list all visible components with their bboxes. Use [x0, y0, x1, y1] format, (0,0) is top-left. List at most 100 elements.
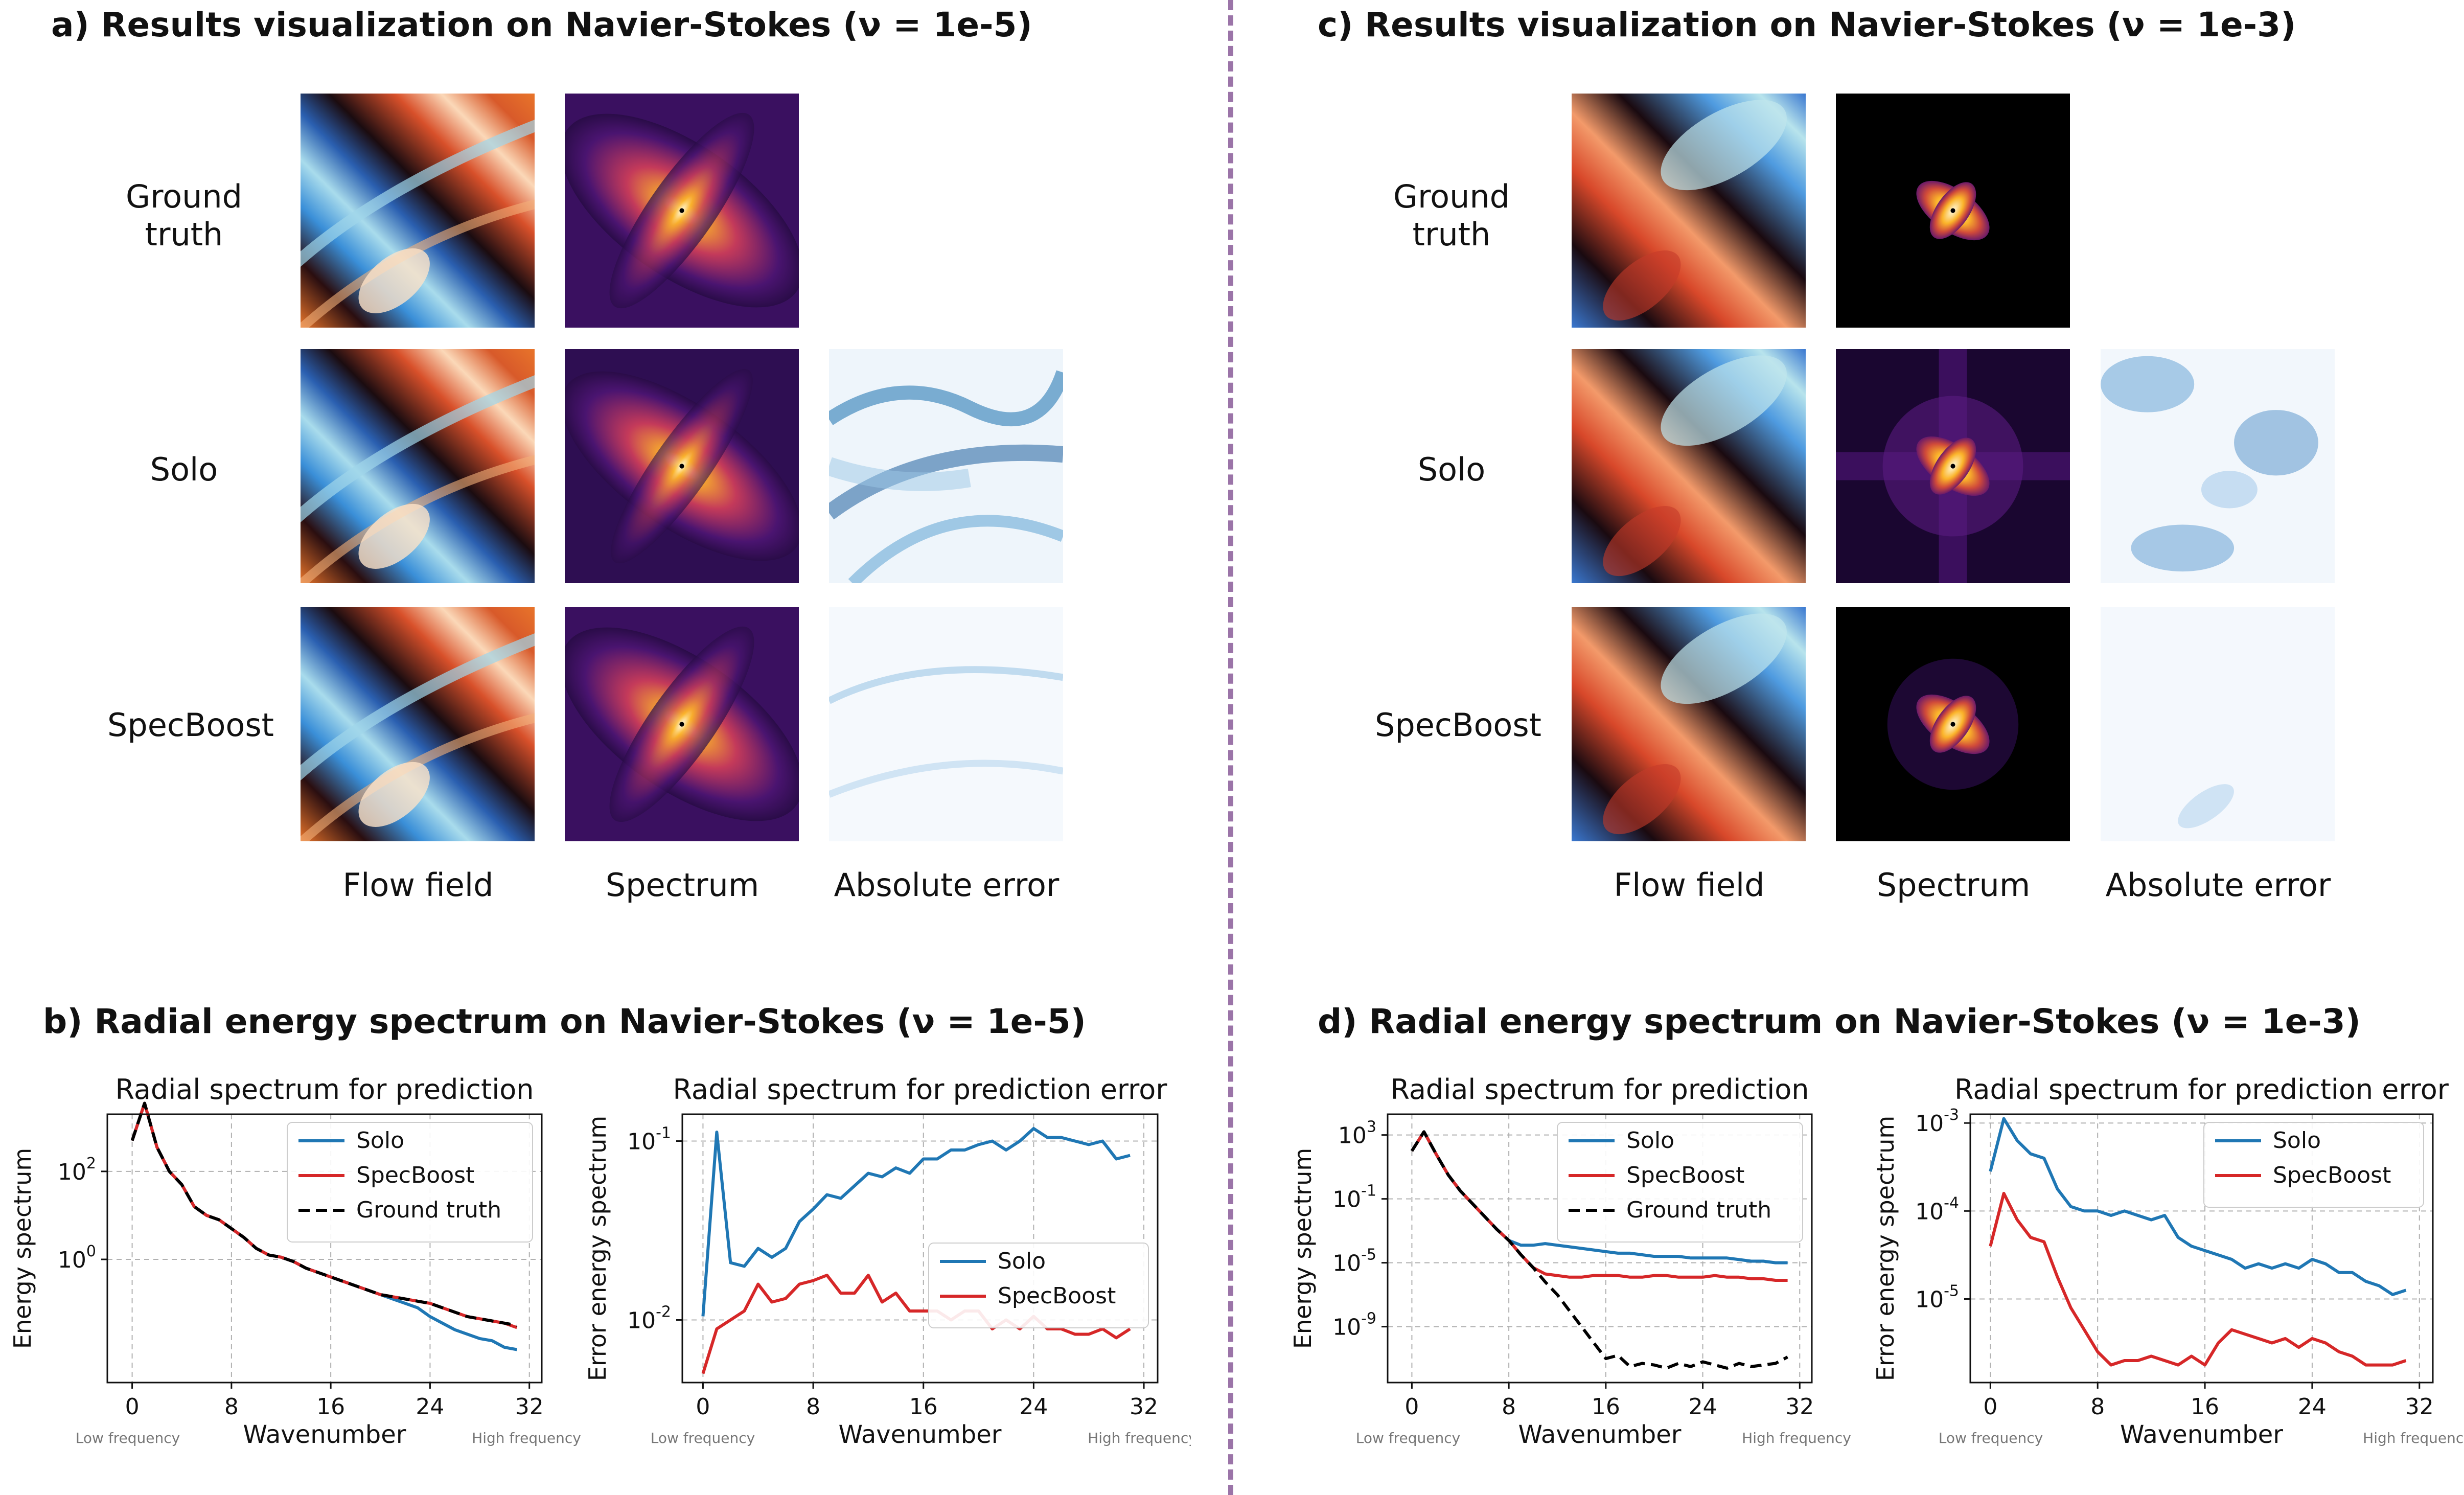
low-frequency-label: Low frequency — [1356, 1430, 1460, 1446]
y-tick-label: 10-5 — [1332, 1246, 1376, 1277]
legend-label: Solo — [998, 1248, 1046, 1274]
legend-box — [1557, 1122, 1803, 1243]
row-label-solo-a: Solo — [150, 451, 218, 488]
x-tick-label: 8 — [2090, 1394, 2105, 1420]
x-axis-label: Wavenumber — [838, 1420, 1001, 1449]
x-axis-label: Wavenumber — [1518, 1420, 1681, 1449]
panel-b-title: b) Radial energy spectrum on Navier-Stok… — [43, 1002, 1086, 1041]
row-label-solo-c: Solo — [1417, 451, 1486, 488]
col-label-abs-error-a: Absolute error — [834, 866, 1060, 904]
series-line-solo — [1989, 1117, 2407, 1296]
chart-title: Radial spectrum for prediction — [116, 1073, 534, 1106]
y-tick-label: 10-9 — [1332, 1310, 1376, 1341]
plot-frame — [1969, 1113, 2434, 1384]
abs-error-solo-a — [829, 349, 1063, 583]
flow-field-ground-truth-a — [301, 94, 535, 328]
low-frequency-label: Low frequency — [76, 1430, 180, 1446]
x-tick-label: 8 — [224, 1394, 239, 1420]
y-tick-label: 10-4 — [1915, 1194, 1959, 1225]
legend-label: Ground truth — [1626, 1197, 1771, 1223]
row-label-ground-truth-a: Ground truth — [125, 178, 243, 253]
x-axis-label: Wavenumber — [2120, 1420, 2283, 1449]
spectrum-ground-truth-c — [1836, 94, 2070, 328]
spectrum-solo-c — [1836, 349, 2070, 583]
high-frequency-label: High frequency — [1088, 1430, 1191, 1446]
chart-title: Radial spectrum for prediction — [1391, 1073, 1809, 1106]
abs-error-specboost-c — [2101, 607, 2335, 841]
legend-label: SpecBoost — [356, 1162, 474, 1188]
spectrum-specboost-c — [1836, 607, 2070, 841]
col-label-abs-error-c: Absolute error — [2105, 866, 2331, 904]
legend-label: Solo — [356, 1128, 404, 1154]
panel-divider — [1228, 0, 1233, 1495]
y-tick-label: 10-1 — [627, 1124, 671, 1155]
series-line-specboost — [1989, 1191, 2407, 1367]
x-tick-label: 24 — [1689, 1394, 1717, 1420]
x-axis-label: Wavenumber — [243, 1420, 406, 1449]
legend-label: SpecBoost — [2273, 1162, 2391, 1188]
panel-c-title: c) Results visualization on Navier-Stoke… — [1318, 5, 2296, 44]
x-tick-label: 16 — [909, 1394, 938, 1420]
x-tick-label: 32 — [1785, 1394, 1814, 1420]
series-line-ground-truth — [130, 1101, 517, 1327]
x-tick-label: 24 — [1019, 1394, 1048, 1420]
plot-frame — [681, 1113, 1159, 1384]
x-tick-label: 24 — [416, 1394, 444, 1420]
x-tick-label: 0 — [1404, 1394, 1419, 1420]
abs-error-solo-c — [2101, 349, 2335, 583]
x-tick-label: 16 — [316, 1394, 345, 1420]
legend-box — [287, 1122, 533, 1243]
plot-frame — [1387, 1113, 1813, 1384]
y-tick-label: 103 — [1338, 1118, 1376, 1149]
legend-label: Ground truth — [356, 1197, 501, 1223]
high-frequency-label: High frequency — [1742, 1430, 1851, 1446]
high-frequency-label: High frequency — [472, 1430, 581, 1446]
spectrum-ground-truth-a — [565, 94, 799, 328]
chart-title: Radial spectrum for prediction error — [1954, 1073, 2449, 1106]
y-tick-label: 100 — [58, 1243, 96, 1273]
x-tick-label: 16 — [1592, 1394, 1620, 1420]
row-label-specboost-a: SpecBoost — [107, 706, 274, 744]
x-tick-label: 32 — [1130, 1394, 1158, 1420]
row-label-specboost-c: SpecBoost — [1375, 706, 1541, 744]
flow-field-ground-truth-c — [1572, 94, 1806, 328]
x-tick-label: 0 — [125, 1394, 140, 1420]
high-frequency-label: High frequency — [2363, 1430, 2463, 1446]
col-label-spectrum-a: Spectrum — [605, 866, 759, 904]
panel-a-title: a) Results visualization on Navier-Stoke… — [51, 5, 1032, 44]
abs-error-specboost-a — [829, 607, 1063, 841]
chart-energy-spectrum-b: 0 8 16 24 32 100 102 Radial spectrum for predic… — [9, 1073, 581, 1449]
x-tick-label: 8 — [806, 1394, 820, 1420]
x-tick-label: 32 — [515, 1394, 544, 1420]
x-tick-label: 32 — [2405, 1394, 2434, 1420]
flow-field-solo-a — [301, 349, 535, 583]
x-tick-label: 24 — [2298, 1394, 2327, 1420]
x-tick-label: 16 — [2191, 1394, 2219, 1420]
x-tick-label: 8 — [1502, 1394, 1516, 1420]
col-label-spectrum-c: Spectrum — [1876, 866, 2031, 904]
legend-box — [928, 1243, 1149, 1328]
low-frequency-label: Low frequency — [651, 1430, 755, 1446]
col-label-flow-field-a: Flow field — [342, 866, 494, 904]
chart-title: Radial spectrum for prediction error — [673, 1073, 1168, 1106]
flow-field-specboost-c — [1572, 607, 1806, 841]
row-label-ground-truth-c: Ground truth — [1393, 178, 1510, 253]
flow-field-specboost-a — [301, 607, 535, 841]
col-label-flow-field-c: Flow field — [1614, 866, 1765, 904]
y-tick-label: 10-2 — [627, 1303, 671, 1334]
chart-energy-spectrum-d: 0 8 16 24 32 10-9 10-5 10-1 103 Radial spectrum f… — [1289, 1073, 1851, 1449]
y-tick-label: 102 — [58, 1155, 96, 1185]
y-axis-label: Energy spectrum — [9, 1148, 36, 1349]
legend-box — [2203, 1122, 2424, 1208]
legend-label: Solo — [1626, 1128, 1674, 1154]
legend-label: SpecBoost — [1626, 1162, 1744, 1188]
series-line-ground-truth — [1410, 1130, 1788, 1370]
y-axis-label: Energy spectrum — [1289, 1148, 1317, 1349]
plot-frame — [106, 1113, 543, 1384]
legend-label: SpecBoost — [998, 1283, 1116, 1309]
series-line-specboost — [701, 1274, 1131, 1374]
y-axis-label: Error energy spectrum — [584, 1116, 611, 1381]
y-tick-label: 10-1 — [1332, 1182, 1376, 1213]
